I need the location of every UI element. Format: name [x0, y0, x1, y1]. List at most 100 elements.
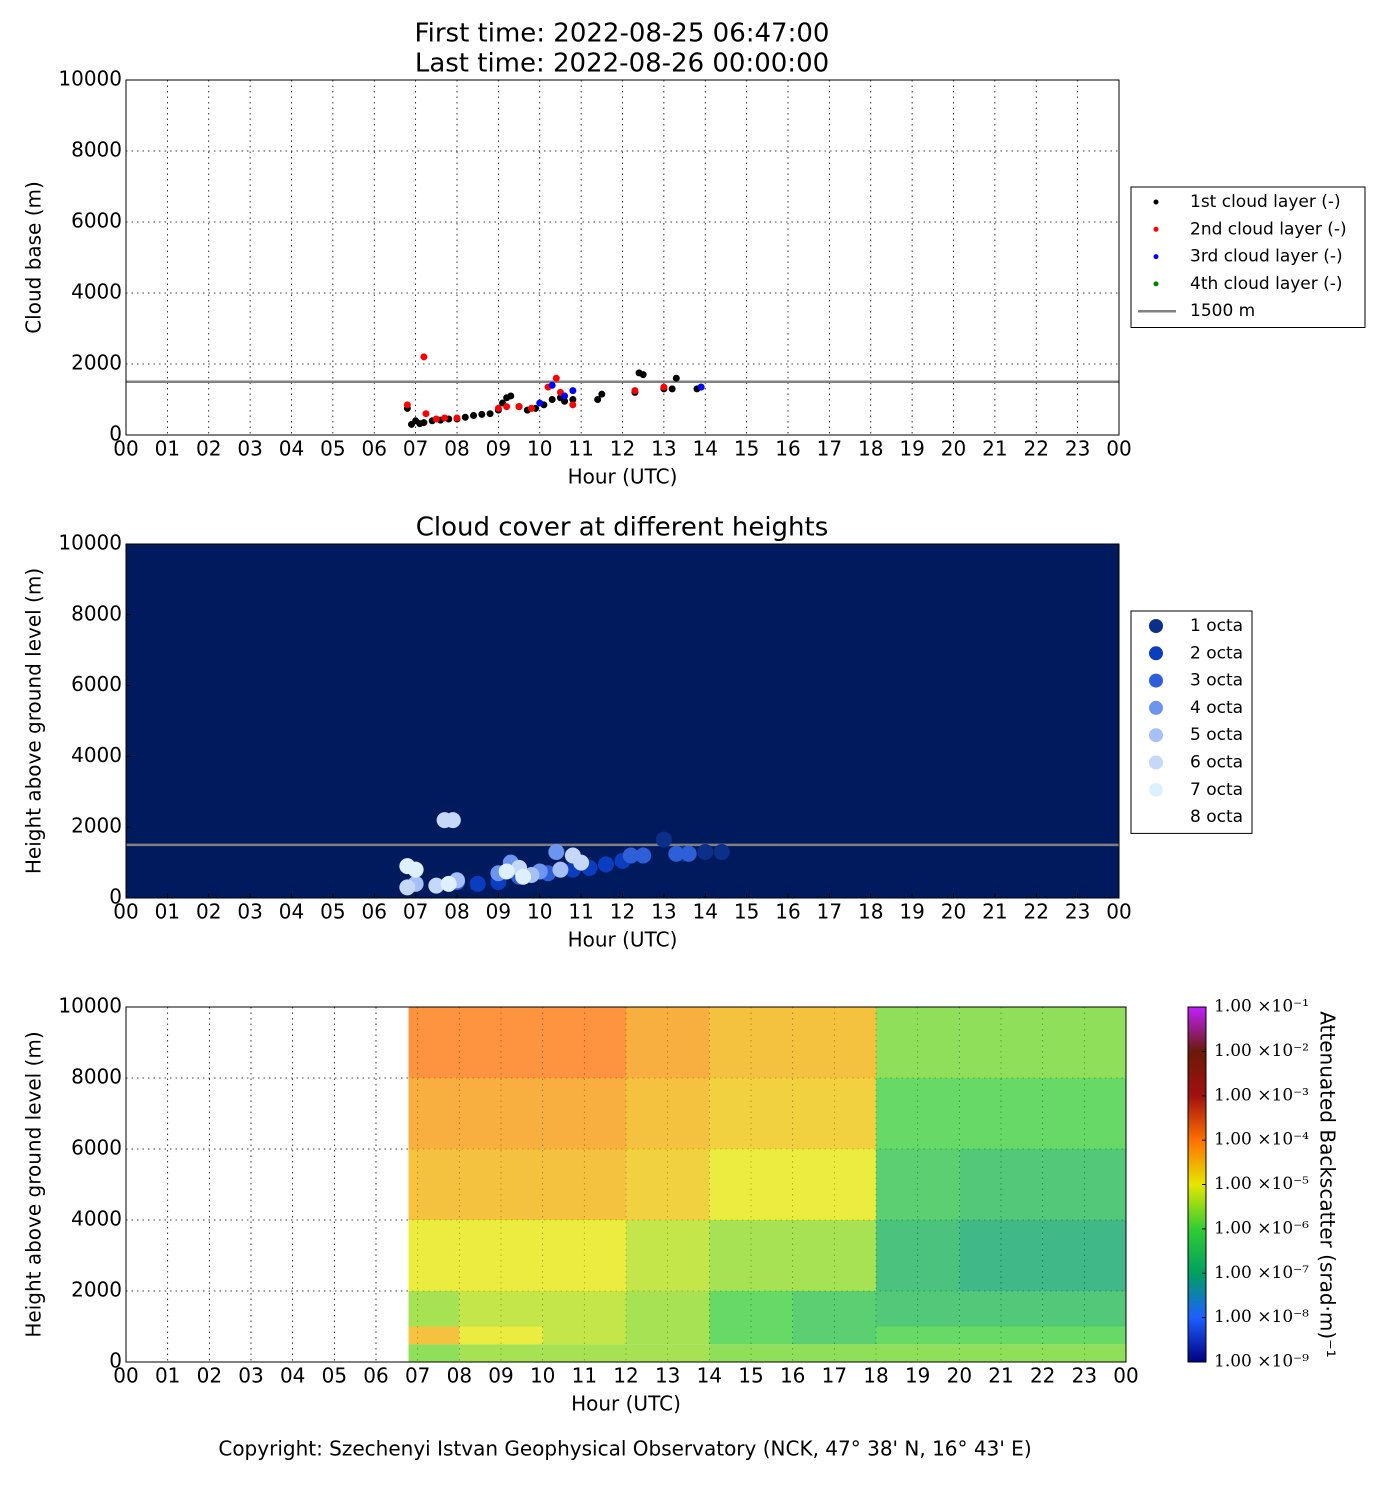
legend-label: 1500 m	[1190, 301, 1255, 321]
data-point	[420, 353, 428, 361]
x-tick-label: 04	[279, 900, 304, 924]
x-tick-label: 09	[486, 437, 511, 461]
data-point	[548, 396, 556, 403]
data-point	[594, 396, 602, 403]
heatmap-cell	[408, 1149, 460, 1220]
data-point	[635, 847, 652, 864]
heatmap-cell	[1042, 1078, 1126, 1149]
y-tick-label: 6000	[71, 672, 122, 696]
x-tick-label: 01	[155, 1364, 180, 1388]
heatmap-cell	[626, 1291, 710, 1327]
heatmap-cell	[709, 1220, 793, 1291]
legend-label: 3 octa	[1190, 671, 1243, 691]
heatmap-cell	[959, 1149, 1043, 1220]
chart-title: Cloud cover at different heights	[416, 513, 829, 543]
x-tick-label: 16	[775, 900, 800, 924]
data-point	[515, 403, 523, 411]
x-tick-label: 14	[693, 900, 718, 924]
legend-label: 6 octa	[1190, 753, 1243, 773]
data-point	[403, 401, 411, 409]
legend-marker	[1149, 673, 1163, 688]
data-point	[569, 387, 577, 395]
heatmap-cell	[542, 1326, 626, 1345]
colorbar-tick-label: 1.00 ×10⁻⁹	[1214, 1352, 1309, 1372]
heatmap-cell	[792, 1007, 876, 1078]
data-point	[680, 845, 697, 862]
heatmap-cell	[709, 1149, 793, 1220]
colorbar-tick-label: 1.00 ×10⁻³	[1214, 1085, 1309, 1105]
heatmap-cell	[626, 1344, 710, 1362]
y-tick-label: 8000	[71, 1065, 122, 1089]
legend-label: 4 octa	[1190, 698, 1243, 718]
y-tick-label: 0	[109, 1349, 122, 1373]
y-axis-label: Height above ground level (m)	[22, 568, 46, 874]
heatmap-cell	[459, 1007, 543, 1078]
data-point	[461, 413, 469, 421]
x-tick-label: 16	[780, 1364, 805, 1388]
heatmap-cell	[459, 1149, 543, 1220]
x-tick-label: 20	[947, 1364, 972, 1388]
plot-frame	[125, 543, 1120, 899]
heatmap-cell	[542, 1007, 626, 1078]
x-tick-label: 03	[238, 1364, 263, 1388]
legend-marker	[1153, 281, 1159, 287]
data-point	[697, 383, 705, 391]
heatmap-cell	[626, 1078, 710, 1149]
y-axis-label: Cloud base (m)	[22, 181, 46, 334]
data-point	[494, 404, 502, 412]
legend-marker	[1149, 782, 1163, 797]
x-tick-label: 11	[568, 437, 593, 461]
data-point	[569, 401, 577, 409]
x-tick-label: 04	[280, 1364, 305, 1388]
heatmap-cell	[876, 1078, 960, 1149]
y-tick-label: 6000	[71, 1136, 122, 1160]
heatmap-cell	[626, 1326, 710, 1345]
data-point	[503, 403, 511, 411]
x-tick-label: 04	[279, 437, 304, 461]
legend-marker	[1149, 619, 1163, 633]
chart-title: First time: 2022-08-25 06:47:00	[415, 19, 830, 49]
data-point	[631, 387, 639, 395]
x-tick-label: 18	[858, 437, 883, 461]
data-point	[548, 843, 565, 860]
x-tick-label: 17	[817, 900, 842, 924]
legend-label: 2 octa	[1190, 643, 1243, 663]
data-point	[597, 856, 614, 873]
x-tick-label: 18	[858, 900, 883, 924]
heatmap-cell	[1042, 1344, 1126, 1362]
legend-marker	[1149, 810, 1163, 825]
heatmap-cell	[626, 1220, 710, 1291]
copyright: Copyright: Szechenyi Istvan Geophysical …	[218, 1437, 1031, 1461]
heatmap-cell	[876, 1291, 960, 1327]
x-tick-label: 08	[444, 437, 469, 461]
x-tick-label: 10	[530, 1364, 555, 1388]
data-point	[469, 875, 486, 892]
heatmap-cell	[876, 1007, 960, 1078]
data-point	[432, 415, 440, 423]
heatmap-cell	[626, 1149, 710, 1220]
x-tick-label: 10	[527, 900, 552, 924]
data-point	[713, 843, 730, 860]
data-point	[515, 868, 532, 885]
legend-label: 8 octa	[1190, 807, 1243, 827]
x-tick-label: 05	[320, 437, 345, 461]
legend-label: 3rd cloud layer (-)	[1190, 247, 1343, 267]
y-tick-label: 2000	[71, 1278, 122, 1302]
data-point	[552, 374, 560, 382]
heatmap-cell	[792, 1149, 876, 1220]
data-point	[536, 399, 544, 407]
data-point	[672, 374, 680, 382]
legend-box	[1130, 186, 1366, 328]
data-point	[470, 411, 478, 419]
heatmap-cell	[709, 1326, 793, 1345]
heatmap-cell	[542, 1220, 626, 1291]
colorbar-tick-label: 1.00 ×10⁻⁷	[1214, 1263, 1309, 1283]
legend-marker	[1153, 254, 1159, 260]
heatmap-cell	[542, 1344, 626, 1362]
legend-label: 1 octa	[1190, 616, 1243, 636]
legend-marker	[1149, 700, 1163, 715]
heatmap-cell	[792, 1291, 876, 1327]
colorbar-tick-label: 1.00 ×10⁻⁸	[1214, 1307, 1309, 1327]
x-tick-label: 22	[1030, 1364, 1055, 1388]
legend-marker	[1149, 755, 1163, 770]
